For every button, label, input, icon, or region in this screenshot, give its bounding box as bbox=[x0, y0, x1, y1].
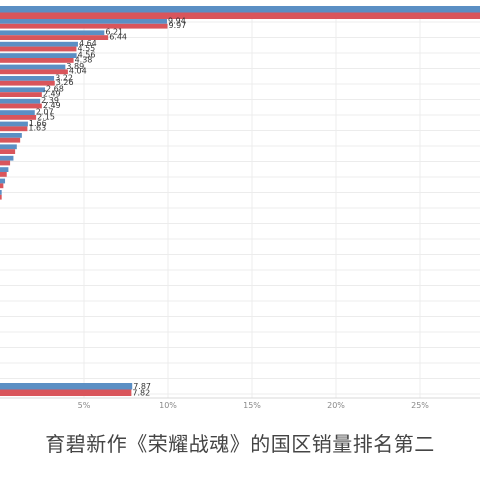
bar-series-b bbox=[0, 35, 109, 40]
bar-series-a bbox=[0, 167, 9, 172]
chart-x-axis: 5%10%15%20%25%30% bbox=[0, 397, 480, 410]
bar-series-a bbox=[0, 178, 6, 184]
bar-series-a bbox=[0, 30, 105, 36]
data-label: 9.94 bbox=[168, 16, 186, 25]
bar-series-a bbox=[0, 110, 35, 115]
data-label: 4.38 bbox=[75, 55, 93, 64]
bar-series-a bbox=[0, 383, 133, 390]
data-label: 7.82 bbox=[132, 389, 150, 398]
bar-series-a bbox=[0, 19, 167, 24]
data-label: 1.66 bbox=[29, 119, 47, 128]
bar-series-b bbox=[0, 12, 480, 19]
data-label: 6.44 bbox=[109, 33, 127, 42]
chart-grid bbox=[0, 6, 480, 398]
x-tick-label: 5% bbox=[78, 401, 91, 410]
bar-series-a bbox=[0, 76, 55, 81]
bar-series-b bbox=[0, 80, 55, 86]
bar-series-b bbox=[0, 58, 74, 63]
x-tick-label: 10% bbox=[159, 401, 177, 410]
bar-series-b bbox=[0, 389, 132, 396]
data-label: 7.87 bbox=[133, 382, 151, 391]
data-label: 2.15 bbox=[37, 112, 55, 121]
bar-series-b bbox=[0, 172, 7, 177]
data-label: 1.63 bbox=[28, 124, 46, 133]
bar-series-a bbox=[0, 53, 77, 58]
x-tick-label: 25% bbox=[411, 401, 429, 410]
data-label: 4.04 bbox=[69, 67, 87, 76]
data-label: 2.07 bbox=[36, 108, 54, 117]
chart-value-labels: 9.949.97 6.216.44 4.644.554.564.383.894.04… bbox=[28, 16, 186, 397]
bar-series-a bbox=[0, 155, 14, 161]
data-label: 6.21 bbox=[105, 28, 123, 37]
data-label: 2.39 bbox=[41, 96, 59, 105]
data-label: 3.26 bbox=[56, 78, 74, 87]
data-label: 4.64 bbox=[79, 39, 97, 48]
bar-series-b bbox=[0, 160, 11, 166]
bar-series-a bbox=[0, 41, 78, 47]
bar-series-b bbox=[0, 92, 42, 97]
data-label: 4.55 bbox=[77, 44, 95, 53]
bar-series-b bbox=[0, 115, 37, 120]
bar-series-b bbox=[0, 103, 42, 109]
bar-series-b bbox=[0, 183, 4, 189]
x-tick-label: 20% bbox=[327, 401, 345, 410]
bar-series-b bbox=[0, 69, 68, 75]
bar-series-a bbox=[0, 133, 22, 138]
bar-series-b bbox=[0, 194, 2, 200]
data-label: 9.97 bbox=[168, 21, 186, 30]
data-label: 2.49 bbox=[43, 101, 61, 110]
chart-bars bbox=[0, 6, 480, 396]
bar-series-a bbox=[0, 87, 46, 93]
bar-series-a bbox=[0, 6, 480, 13]
bar-chart: 9.949.97 6.216.44 4.644.554.564.383.894.04… bbox=[0, 6, 480, 410]
bar-series-b bbox=[0, 137, 21, 143]
chart-caption: 育碧新作《荣耀战魂》的国区销量排名第二 bbox=[45, 432, 435, 456]
x-tick-label: 15% bbox=[243, 401, 261, 410]
data-label: 4.56 bbox=[78, 51, 96, 60]
data-label: 3.89 bbox=[66, 62, 84, 71]
data-label: 2.68 bbox=[46, 85, 64, 94]
bar-series-a bbox=[0, 121, 28, 127]
data-label: 2.49 bbox=[43, 90, 61, 99]
bar-series-a bbox=[0, 98, 41, 104]
bar-series-a bbox=[0, 64, 66, 70]
bar-series-b bbox=[0, 126, 28, 132]
bar-series-a bbox=[0, 190, 2, 195]
bar-series-b bbox=[0, 149, 16, 154]
bar-series-b bbox=[0, 46, 77, 52]
data-label: 3.22 bbox=[55, 73, 73, 82]
bar-series-b bbox=[0, 23, 168, 29]
bar-series-a bbox=[0, 144, 17, 150]
